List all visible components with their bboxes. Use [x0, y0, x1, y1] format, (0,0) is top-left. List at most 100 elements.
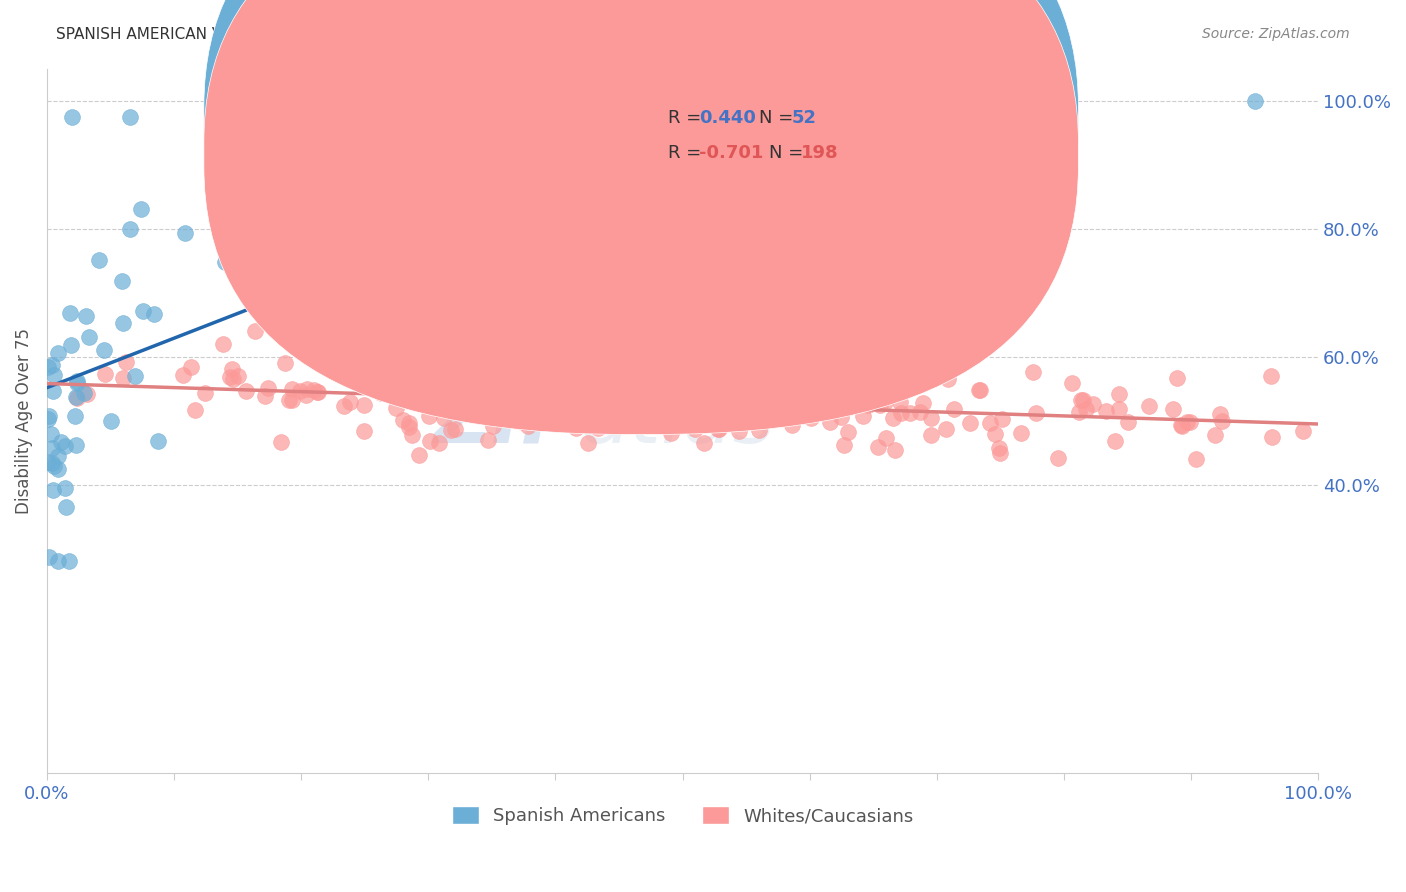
- Text: 52: 52: [792, 109, 817, 127]
- Point: [194, 386, 217, 401]
- Point: [659, 425, 682, 440]
- Point: [172, 368, 194, 382]
- Point: [527, 413, 550, 427]
- Point: [571, 391, 593, 405]
- Point: [576, 436, 599, 450]
- Point: [758, 398, 780, 412]
- Point: [75, 309, 97, 323]
- Point: [668, 407, 690, 421]
- Point: [112, 371, 135, 385]
- Point: [37, 412, 59, 426]
- Point: [212, 336, 235, 351]
- Point: [273, 356, 295, 370]
- Point: [790, 408, 813, 422]
- Point: [588, 421, 610, 435]
- Point: [270, 434, 292, 449]
- Point: [751, 378, 773, 392]
- Text: R =: R =: [668, 145, 707, 162]
- Point: [858, 398, 880, 412]
- Point: [408, 448, 430, 462]
- Point: [395, 357, 418, 371]
- Point: [114, 355, 136, 369]
- Point: [505, 409, 527, 424]
- Point: [761, 365, 783, 379]
- Point: [66, 392, 89, 406]
- Point: [1025, 406, 1047, 420]
- Point: [595, 363, 617, 377]
- Point: [1171, 418, 1194, 433]
- Point: [307, 385, 329, 400]
- Point: [494, 364, 516, 378]
- Point: [1211, 414, 1233, 428]
- Point: [988, 446, 1011, 460]
- Point: [1067, 405, 1090, 419]
- Point: [808, 394, 831, 409]
- Point: [398, 419, 420, 434]
- Point: [288, 384, 311, 398]
- Point: [828, 401, 851, 416]
- Text: 198: 198: [801, 145, 839, 162]
- Point: [704, 393, 727, 408]
- Point: [118, 221, 141, 235]
- Point: [446, 384, 468, 398]
- Point: [709, 422, 731, 436]
- Point: [1175, 415, 1198, 429]
- Point: [1076, 402, 1098, 417]
- Point: [692, 378, 714, 392]
- Point: [835, 399, 858, 413]
- Point: [214, 110, 236, 124]
- Legend: Spanish Americans, Whites/Caucasians: Spanish Americans, Whites/Caucasians: [443, 797, 922, 834]
- Point: [1243, 94, 1265, 108]
- Point: [294, 387, 316, 401]
- Point: [908, 405, 931, 419]
- Point: [59, 338, 82, 352]
- Point: [1178, 415, 1201, 429]
- Point: [852, 409, 875, 424]
- Point: [339, 357, 361, 371]
- Point: [53, 439, 76, 453]
- Point: [328, 362, 350, 376]
- Point: [385, 401, 408, 416]
- Point: [770, 408, 793, 422]
- Point: [1081, 397, 1104, 411]
- Point: [89, 252, 111, 267]
- Point: [461, 392, 484, 406]
- Point: [991, 411, 1014, 425]
- Point: [685, 405, 707, 419]
- Point: [131, 303, 153, 318]
- Point: [218, 369, 240, 384]
- Point: [180, 359, 202, 374]
- Point: [568, 403, 591, 417]
- Point: [339, 395, 361, 409]
- Point: [60, 110, 83, 124]
- Point: [1292, 424, 1315, 438]
- Point: [208, 196, 231, 211]
- Point: [920, 411, 942, 425]
- Point: [1170, 417, 1192, 432]
- Point: [278, 392, 301, 407]
- Point: [683, 422, 706, 436]
- Point: [889, 394, 911, 409]
- Point: [42, 384, 65, 398]
- Point: [444, 422, 467, 436]
- Point: [59, 306, 82, 320]
- Point: [516, 419, 538, 434]
- Y-axis label: Disability Age Over 75: Disability Age Over 75: [15, 327, 32, 514]
- Point: [257, 381, 280, 395]
- Point: [398, 417, 420, 431]
- Point: [93, 343, 115, 357]
- Point: [401, 428, 423, 442]
- Point: [51, 435, 73, 450]
- Point: [967, 383, 990, 397]
- Point: [575, 393, 598, 408]
- Point: [302, 383, 325, 397]
- Point: [41, 456, 63, 470]
- Point: [1073, 393, 1095, 408]
- Point: [226, 369, 249, 384]
- Point: [235, 384, 257, 399]
- Point: [818, 415, 841, 429]
- Point: [702, 392, 724, 407]
- Point: [583, 387, 606, 401]
- Point: [183, 402, 205, 417]
- Point: [543, 409, 565, 423]
